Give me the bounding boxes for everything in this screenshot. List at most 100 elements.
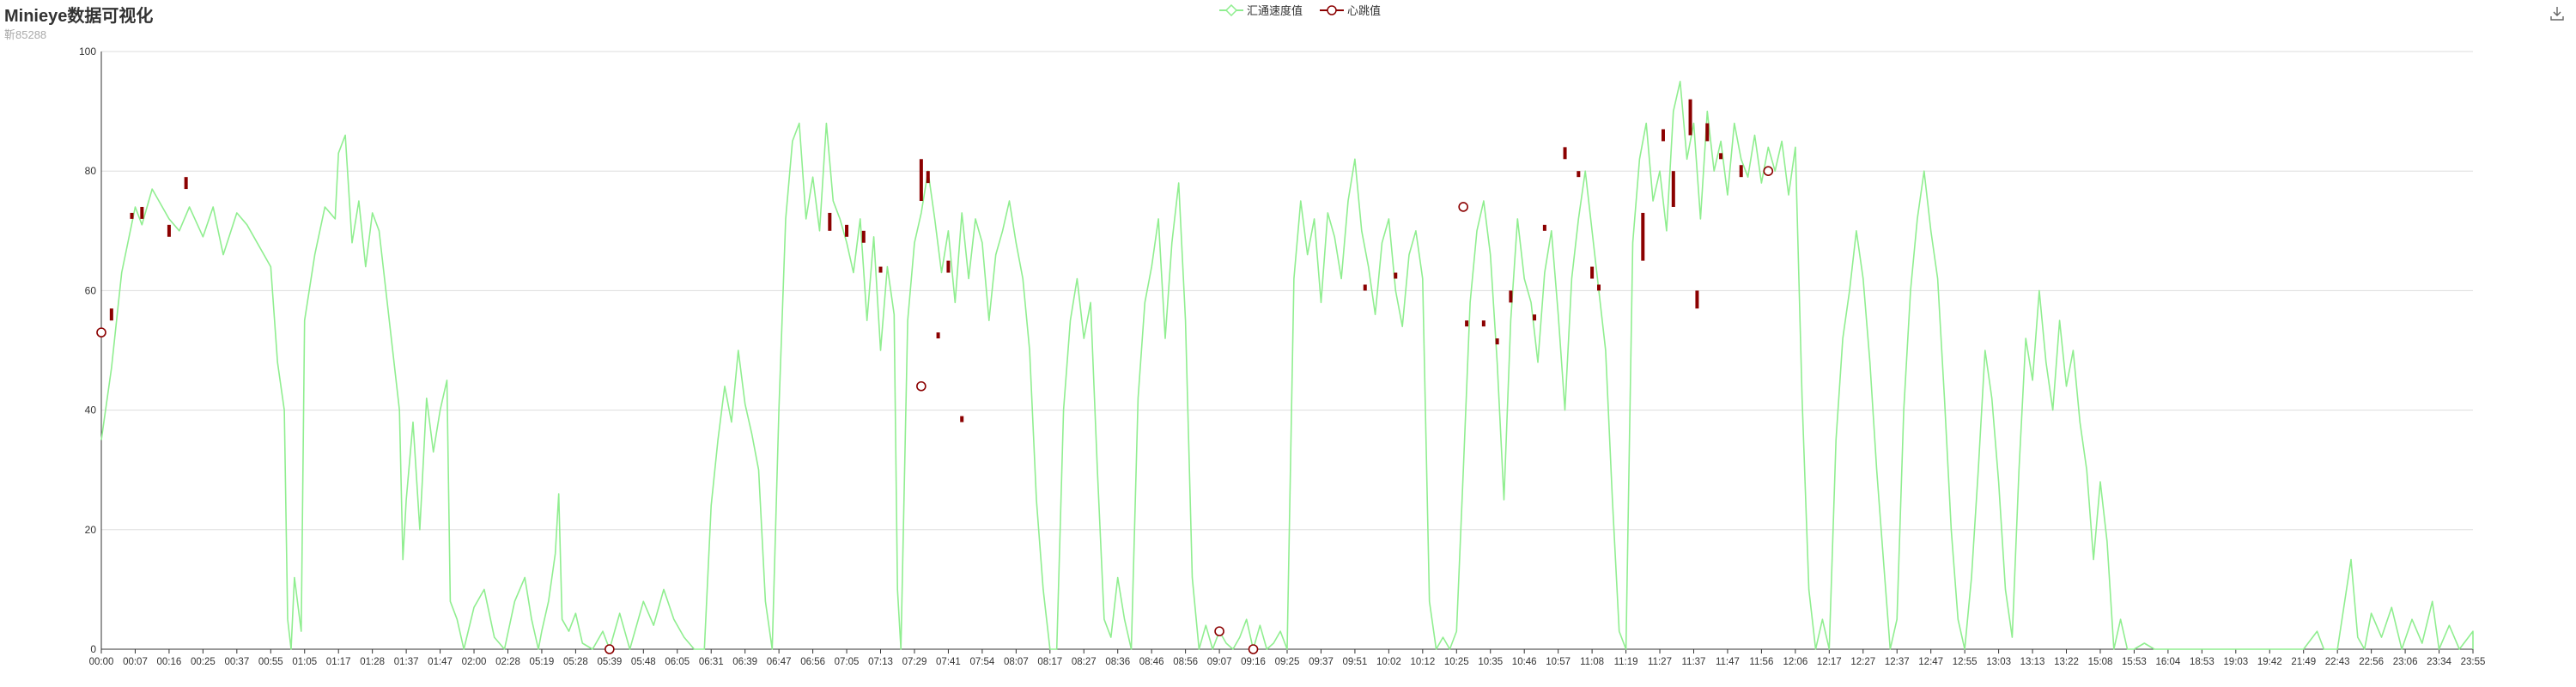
heartbeat-bar bbox=[1739, 165, 1743, 178]
x-tick-label: 08:56 bbox=[1173, 657, 1198, 667]
x-tick-label: 15:53 bbox=[2122, 657, 2147, 667]
chart-subtitle: 靳85288 bbox=[4, 28, 47, 41]
x-tick-label: 13:03 bbox=[1986, 657, 2011, 667]
x-tick-label: 10:02 bbox=[1376, 657, 1401, 667]
legend-label-speed: 汇通速度值 bbox=[1247, 4, 1303, 17]
heartbeat-bar bbox=[1671, 171, 1675, 207]
heartbeat-bar bbox=[1542, 224, 1546, 231]
x-tick-label: 11:37 bbox=[1682, 657, 1706, 667]
x-tick-label: 00:25 bbox=[191, 657, 216, 667]
x-tick-label: 23:34 bbox=[2427, 657, 2451, 667]
x-tick-label: 01:28 bbox=[360, 657, 385, 667]
heartbeat-bar bbox=[1705, 123, 1710, 142]
heartbeat-bar bbox=[1661, 129, 1665, 142]
diamond-line-icon bbox=[1219, 3, 1243, 16]
x-tick-label: 10:25 bbox=[1444, 657, 1469, 667]
x-tick-label: 00:16 bbox=[157, 657, 182, 667]
download-icon[interactable] bbox=[2549, 5, 2566, 22]
x-tick-label: 13:13 bbox=[2020, 657, 2045, 667]
heartbeat-bar bbox=[1465, 320, 1469, 327]
y-tick-label: 80 bbox=[85, 165, 97, 177]
circle-line-icon bbox=[1320, 4, 1345, 15]
legend: 汇通速度值 心跳值 bbox=[1219, 2, 1381, 18]
legend-item-heartbeat[interactable]: 心跳值 bbox=[1320, 2, 1381, 18]
heartbeat-bar bbox=[184, 177, 188, 190]
heartbeat-bar bbox=[140, 206, 144, 219]
x-tick-label: 09:16 bbox=[1241, 657, 1266, 667]
x-tick-label: 06:56 bbox=[800, 657, 825, 667]
heartbeat-bar bbox=[926, 171, 930, 184]
x-tick-label: 12:37 bbox=[1885, 657, 1910, 667]
x-tick-label: 01:05 bbox=[292, 657, 317, 667]
x-tick-label: 11:08 bbox=[1580, 657, 1604, 667]
heartbeat-bar bbox=[1509, 290, 1513, 303]
x-tick-label: 10:35 bbox=[1478, 657, 1503, 667]
x-tick-label: 11:27 bbox=[1648, 657, 1672, 667]
x-tick-label: 07:29 bbox=[902, 657, 927, 667]
series-speed bbox=[100, 81, 2474, 650]
heartbeat-bar bbox=[936, 332, 940, 339]
x-tick-label: 02:00 bbox=[462, 657, 487, 667]
x-tick-label: 19:03 bbox=[2223, 657, 2248, 667]
heartbeat-bar bbox=[1394, 272, 1398, 279]
y-tick-label: 40 bbox=[85, 404, 97, 416]
x-tick-label: 01:47 bbox=[428, 657, 453, 667]
x-tick-label: 12:17 bbox=[1817, 657, 1842, 667]
y-tick-label: 100 bbox=[79, 46, 96, 58]
x-tick-label: 07:41 bbox=[936, 657, 961, 667]
heartbeat-bar bbox=[1597, 284, 1601, 291]
grid bbox=[101, 51, 2473, 650]
heartbeat-bar bbox=[109, 308, 113, 321]
heartbeat-bar bbox=[1363, 284, 1367, 291]
heartbeat-bar bbox=[1481, 320, 1485, 327]
legend-item-speed[interactable]: 汇通速度值 bbox=[1219, 2, 1303, 18]
series-heartbeat bbox=[96, 99, 1774, 654]
x-tick-label: 00:00 bbox=[89, 657, 114, 667]
x-tick-label: 12:06 bbox=[1783, 657, 1807, 667]
y-tick-label: 20 bbox=[85, 524, 97, 536]
heartbeat-bar bbox=[946, 260, 951, 273]
x-tick-label: 23:55 bbox=[2461, 657, 2486, 667]
x-tick-label: 09:25 bbox=[1275, 657, 1300, 667]
x-tick-label: 07:05 bbox=[835, 657, 860, 667]
y-tick-label: 0 bbox=[90, 643, 96, 655]
heartbeat-bar bbox=[1577, 171, 1581, 178]
heartbeat-bar bbox=[878, 266, 883, 273]
heartbeat-bar bbox=[1533, 314, 1537, 321]
heartbeat-point bbox=[1214, 626, 1224, 636]
x-tick-label: 13:22 bbox=[2054, 657, 2079, 667]
legend-label-heartbeat: 心跳值 bbox=[1347, 4, 1382, 17]
x-tick-label: 09:37 bbox=[1309, 657, 1334, 667]
x-tick-label: 05:19 bbox=[530, 657, 555, 667]
x-tick-label: 06:39 bbox=[732, 657, 757, 667]
x-tick-label: 00:37 bbox=[224, 657, 249, 667]
heartbeat-bar bbox=[861, 230, 866, 243]
x-tick-label: 06:47 bbox=[767, 657, 792, 667]
x-tick-label: 16:04 bbox=[2155, 657, 2180, 667]
heartbeat-bar bbox=[1695, 290, 1699, 309]
x-tick-label: 09:07 bbox=[1207, 657, 1232, 667]
x-tick-label: 02:28 bbox=[495, 657, 520, 667]
heartbeat-bar bbox=[828, 212, 832, 231]
x-tick-label: 01:17 bbox=[326, 657, 351, 667]
x-tick-label: 12:55 bbox=[1953, 657, 1978, 667]
x-tick-label: 18:53 bbox=[2190, 657, 2215, 667]
heartbeat-point bbox=[1248, 644, 1259, 654]
x-tick-label: 06:05 bbox=[665, 657, 690, 667]
x-tick-label: 12:27 bbox=[1850, 657, 1875, 667]
heartbeat-point bbox=[605, 644, 615, 654]
x-tick-label: 08:46 bbox=[1139, 657, 1164, 667]
heartbeat-bar bbox=[845, 224, 849, 237]
x-tick-label: 00:55 bbox=[258, 657, 283, 667]
x-tick-label: 10:46 bbox=[1512, 657, 1537, 667]
heartbeat-bar bbox=[167, 224, 171, 237]
x-tick-label: 11:56 bbox=[1749, 657, 1773, 667]
heartbeat-bar bbox=[919, 159, 923, 201]
heartbeat-bar bbox=[130, 212, 134, 219]
heartbeat-point bbox=[1763, 166, 1774, 176]
x-tick-label: 07:13 bbox=[868, 657, 893, 667]
x-tick-label: 10:12 bbox=[1410, 657, 1435, 667]
x-tick-label: 07:54 bbox=[969, 657, 994, 667]
x-tick-label: 00:07 bbox=[123, 657, 148, 667]
